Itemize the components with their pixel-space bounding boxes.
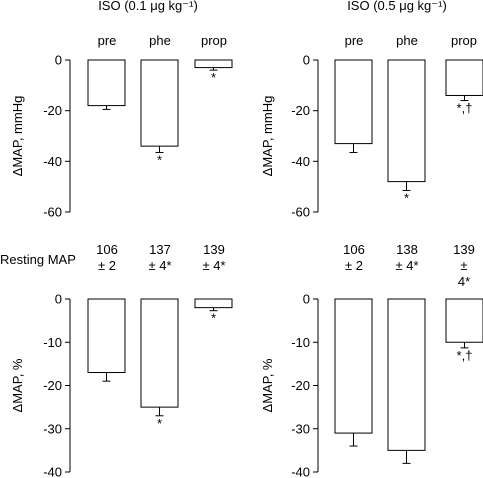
resting-map-mean: 139: [453, 242, 475, 257]
resting-map-sd: ± 2: [98, 258, 116, 273]
bar-phe: [387, 298, 426, 451]
y-tick-label: 0: [303, 53, 310, 68]
y-tick-label: -40: [291, 154, 310, 169]
significance-marker: *: [157, 416, 162, 431]
bar-pre: [334, 298, 373, 434]
group-label-prop-right: prop: [450, 33, 478, 48]
resting-map-value-right-phe: 138 ± 4*: [395, 242, 418, 274]
significance-marker: *,†: [457, 101, 473, 116]
y-tick-label: -40: [43, 154, 62, 169]
bar-phe: [387, 59, 426, 183]
resting-map-value-right-prop: 139 ± 4*: [453, 242, 475, 290]
y-tick-label: -10: [43, 335, 62, 350]
resting-map-mean: 138: [396, 242, 418, 257]
y-axis-label: ΔMAP, %: [10, 358, 25, 412]
resting-map-value-right-pre: 106 ± 2: [343, 242, 365, 274]
bar-prop: [194, 298, 233, 309]
group-label-phe-left: phe: [149, 33, 171, 48]
bar-prop: [194, 59, 233, 69]
resting-map-mean: 106: [343, 242, 365, 257]
bar-phe: [140, 298, 179, 408]
resting-map-label: Resting MAP: [0, 252, 76, 267]
y-tick-label: -20: [291, 378, 310, 393]
y-tick-label: 0: [303, 292, 310, 307]
significance-marker: *,†: [457, 348, 473, 363]
y-tick-label: -10: [291, 335, 310, 350]
resting-map-sd: ± 4*: [202, 258, 226, 273]
significance-marker: *: [157, 152, 162, 167]
y-tick-label: -40: [291, 465, 310, 478]
left-panel-title: ISO (0.1 μg kg⁻¹): [98, 0, 198, 13]
right-panel-title: ISO (0.5 μg kg⁻¹): [347, 0, 447, 13]
resting-map-sd: ± 4*: [148, 258, 172, 273]
group-label-pre-right: pre: [344, 33, 364, 48]
y-tick-label: -30: [43, 421, 62, 436]
bar-pre: [334, 59, 373, 145]
resting-map-value-left-phe: 137 ± 4*: [148, 242, 171, 274]
y-axis-label: ΔMAP, mmHg: [260, 96, 275, 177]
y-tick-label: -20: [43, 378, 62, 393]
group-label-pre-left: pre: [97, 33, 117, 48]
resting-map-mean: 139: [203, 242, 225, 257]
y-axis-label: ΔMAP, %: [260, 358, 275, 412]
group-label-prop-left: prop: [200, 33, 228, 48]
significance-marker: *: [211, 70, 216, 85]
bar-prop: [445, 298, 483, 343]
resting-map-sd: ± 4*: [457, 258, 471, 289]
bar-pre: [87, 298, 126, 374]
y-axis-label: ΔMAP, mmHg: [10, 96, 25, 177]
y-tick-label: -60: [43, 205, 62, 220]
resting-map-sd: ± 2: [345, 258, 363, 273]
y-tick-label: -20: [43, 103, 62, 118]
bar-prop: [445, 59, 483, 96]
y-tick-label: -20: [291, 103, 310, 118]
group-label-phe-right: phe: [396, 33, 418, 48]
y-tick-label: -40: [43, 465, 62, 478]
bar-pre: [87, 59, 126, 107]
y-tick-label: -30: [291, 421, 310, 436]
resting-map-value-left-pre: 106 ± 2: [96, 242, 118, 274]
resting-map-mean: 106: [96, 242, 118, 257]
y-tick-label: 0: [55, 292, 62, 307]
resting-map-mean: 137: [149, 242, 171, 257]
y-tick-label: -60: [291, 205, 310, 220]
significance-marker: *: [404, 190, 409, 205]
significance-marker: *: [211, 311, 216, 326]
y-tick-label: 0: [55, 53, 62, 68]
bar-phe: [140, 59, 179, 147]
resting-map-sd: ± 4*: [395, 258, 419, 273]
resting-map-value-left-prop: 139 ± 4*: [202, 242, 225, 274]
